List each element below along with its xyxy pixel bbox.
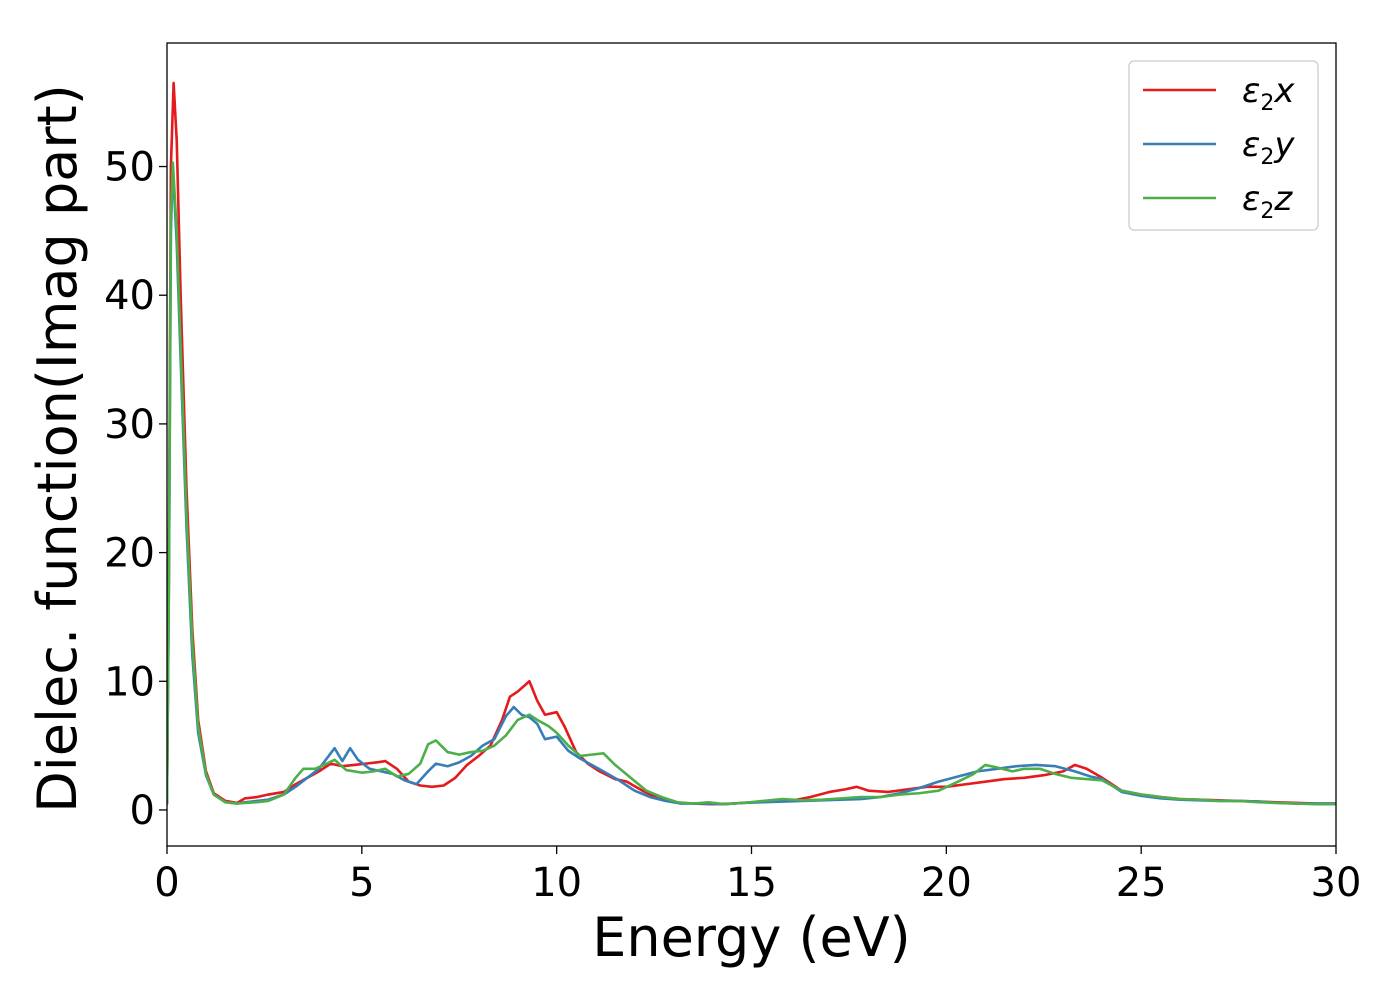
- legend-label-x: ε2x: [1242, 71, 1295, 116]
- y-axis-title: Dielec. function(Imag part): [26, 84, 89, 813]
- x-axis-title: Energy (eV): [592, 906, 911, 969]
- legend: ε2x ε2y ε2z: [1128, 60, 1319, 231]
- y-tick-label: 20: [104, 531, 155, 577]
- y-tick-label: 0: [130, 788, 155, 834]
- legend-box: [1128, 60, 1319, 231]
- x-tick-label: 15: [726, 860, 777, 906]
- legend-label-y: ε2y: [1242, 125, 1295, 170]
- x-tick-label: 10: [531, 860, 582, 906]
- y-tick-label: 10: [104, 659, 155, 705]
- y-axis-ticks: 0 10 20 30 40 50: [104, 145, 167, 834]
- series-line-y: [167, 165, 1336, 806]
- y-tick-label: 50: [104, 145, 155, 191]
- x-tick-label: 30: [1311, 860, 1362, 906]
- legend-label-z: ε2z: [1242, 179, 1293, 224]
- series-line-z: [167, 161, 1336, 806]
- x-tick-label: 20: [921, 860, 972, 906]
- y-tick-label: 40: [104, 273, 155, 319]
- x-axis-ticks: 0 5 10 15 20 25 30: [154, 846, 1361, 906]
- x-tick-label: 5: [349, 860, 374, 906]
- series-layer: [167, 81, 1336, 806]
- x-tick-label: 0: [154, 860, 179, 906]
- x-tick-label: 25: [1116, 860, 1167, 906]
- y-tick-label: 30: [104, 402, 155, 448]
